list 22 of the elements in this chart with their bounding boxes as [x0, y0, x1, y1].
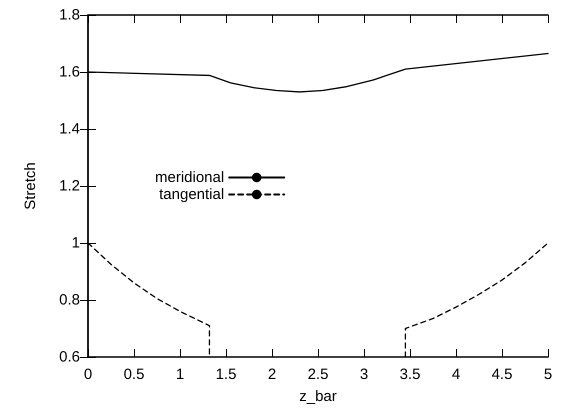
x-tick-label: 3	[360, 366, 368, 383]
y-axis-title: Stretch	[22, 162, 39, 210]
y-tick-label: 1	[72, 234, 80, 252]
y-tick-label: 1.6	[59, 64, 80, 80]
legend-label: meridional	[154, 169, 224, 186]
x-tick-label: 2	[268, 366, 276, 383]
y-tick-label: 0.8	[59, 292, 80, 308]
legend-label: tangential	[159, 186, 224, 203]
x-tick-label: 3.5	[400, 366, 420, 383]
x-tick-label: 4	[452, 366, 460, 383]
x-axis-title: z_bar	[299, 388, 337, 405]
x-tick-label: 0	[84, 366, 92, 383]
y-tick-label: 1.8	[59, 6, 80, 24]
y-tick-label: 0.6	[59, 348, 80, 366]
x-tick-label: 1.5	[216, 366, 236, 383]
y-tick-label: 1.4	[59, 120, 80, 138]
y-tick-label: 1.2	[59, 178, 80, 194]
x-tick-label: 5	[544, 366, 552, 383]
x-tick-label: 2.5	[308, 366, 328, 383]
x-tick-label: 1	[176, 366, 184, 383]
x-tick-label: 4.5	[492, 366, 512, 383]
x-tick-label: 0.5	[124, 366, 144, 383]
